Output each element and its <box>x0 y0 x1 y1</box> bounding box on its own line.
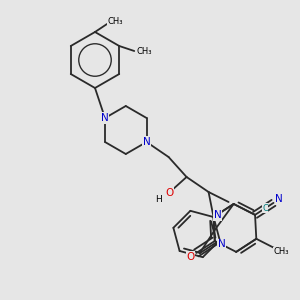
Text: N: N <box>275 194 283 204</box>
Text: CH₃: CH₃ <box>136 46 152 56</box>
Text: O: O <box>165 188 174 198</box>
Text: CH₃: CH₃ <box>107 16 123 26</box>
Text: C: C <box>262 204 268 213</box>
Text: N: N <box>143 137 150 147</box>
Text: N: N <box>101 113 109 123</box>
Text: CH₃: CH₃ <box>274 247 289 256</box>
Text: N: N <box>214 210 221 220</box>
Text: H: H <box>155 196 162 205</box>
Text: N: N <box>218 239 226 249</box>
Text: O: O <box>186 252 195 262</box>
